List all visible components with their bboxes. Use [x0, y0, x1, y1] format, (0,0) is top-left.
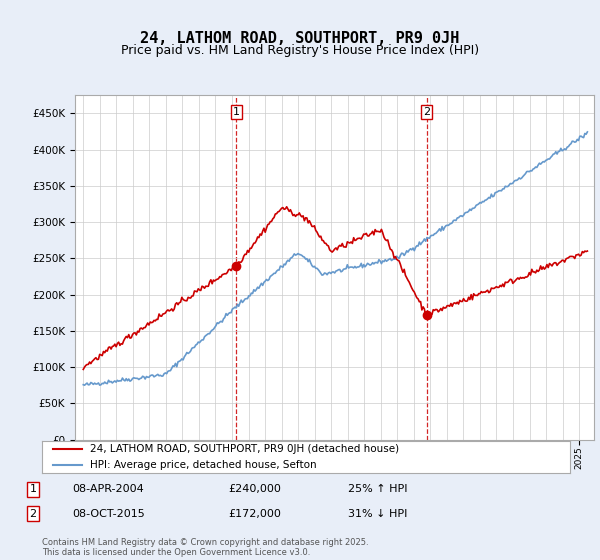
Text: Price paid vs. HM Land Registry's House Price Index (HPI): Price paid vs. HM Land Registry's House … — [121, 44, 479, 57]
Text: 2: 2 — [29, 508, 37, 519]
Text: 08-OCT-2015: 08-OCT-2015 — [72, 508, 145, 519]
Text: 31% ↓ HPI: 31% ↓ HPI — [348, 508, 407, 519]
Text: 1: 1 — [233, 108, 240, 117]
Text: 08-APR-2004: 08-APR-2004 — [72, 484, 144, 494]
Text: HPI: Average price, detached house, Sefton: HPI: Average price, detached house, Seft… — [89, 460, 316, 470]
Text: £240,000: £240,000 — [228, 484, 281, 494]
Text: 24, LATHOM ROAD, SOUTHPORT, PR9 0JH: 24, LATHOM ROAD, SOUTHPORT, PR9 0JH — [140, 31, 460, 46]
Text: 1: 1 — [29, 484, 37, 494]
Text: 25% ↑ HPI: 25% ↑ HPI — [348, 484, 407, 494]
Text: 24, LATHOM ROAD, SOUTHPORT, PR9 0JH (detached house): 24, LATHOM ROAD, SOUTHPORT, PR9 0JH (det… — [89, 444, 398, 454]
Text: 2: 2 — [423, 108, 430, 117]
Text: Contains HM Land Registry data © Crown copyright and database right 2025.
This d: Contains HM Land Registry data © Crown c… — [42, 538, 368, 557]
Text: £172,000: £172,000 — [228, 508, 281, 519]
